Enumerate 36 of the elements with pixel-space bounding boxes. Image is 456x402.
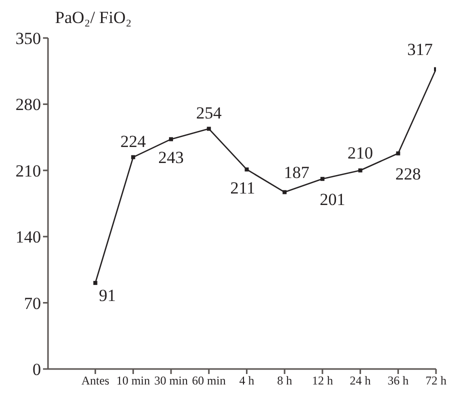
- x-tick-label: 8 h: [277, 374, 292, 388]
- y-tick-label: 280: [16, 95, 41, 114]
- x-tick-label: 10 min: [116, 374, 150, 388]
- data-label: 211: [230, 178, 256, 198]
- data-label: 243: [158, 148, 184, 168]
- point: [169, 137, 174, 142]
- data-label: 228: [395, 164, 421, 184]
- data-label: 91: [98, 286, 116, 305]
- x-tick-label: 60 min: [192, 374, 226, 388]
- data-label: 210: [348, 143, 374, 162]
- point: [282, 190, 287, 194]
- point: [244, 167, 249, 172]
- point: [131, 155, 136, 160]
- x-tick-label: 30 min: [154, 374, 188, 388]
- data-label: 317: [407, 40, 434, 60]
- data-label: 254: [196, 104, 222, 123]
- data-label: 201: [320, 190, 346, 209]
- point: [320, 176, 324, 181]
- y-tick-label: 0: [32, 360, 41, 380]
- point: [93, 280, 98, 285]
- x-tick-label: 24 h: [350, 374, 371, 388]
- point: [206, 126, 211, 131]
- y-tick-label: 140: [16, 228, 41, 247]
- y-tick-label: 350: [16, 29, 41, 48]
- y-tick-label: 210: [16, 161, 41, 180]
- x-tick-label: 12 h: [312, 374, 333, 388]
- point: [396, 151, 400, 156]
- x-tick-label: 72 h: [426, 374, 446, 388]
- data-label: 224: [120, 132, 146, 152]
- x-tick-label: 4 h: [239, 374, 254, 388]
- y-axis-title: PaO₂/ FiO₂: [55, 8, 132, 28]
- y-tick-label: 70: [24, 294, 41, 313]
- data-label: 187: [284, 163, 310, 182]
- x-tick-label: 36 h: [388, 374, 409, 388]
- point: [358, 168, 362, 172]
- x-tick-label: Antes: [81, 374, 110, 388]
